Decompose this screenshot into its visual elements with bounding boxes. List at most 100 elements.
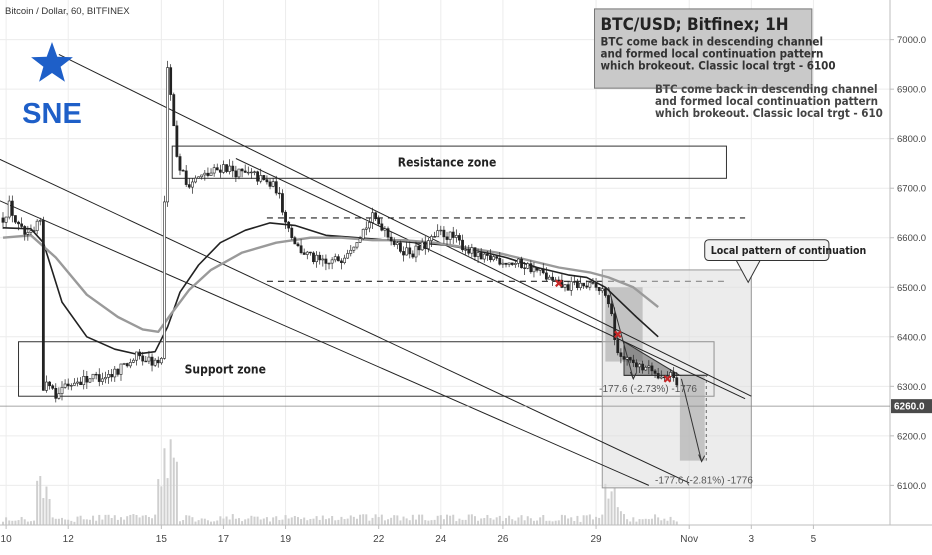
current-price-tag	[891, 399, 932, 414]
volume-bar	[477, 520, 480, 525]
candle-body	[386, 228, 390, 238]
candle-body	[20, 223, 24, 227]
price-tick-label: 6500.0	[897, 283, 926, 294]
candle-body	[85, 376, 89, 383]
volume-bar	[306, 520, 309, 525]
candle-body	[343, 257, 346, 263]
candle-body	[166, 67, 169, 203]
candle-body	[23, 226, 27, 235]
overlay-description-line: and formed local continuation pattern	[655, 94, 878, 108]
time-axis-ticks: 10 12 15 17 19 22 24 26 29 Nov 3 5	[1, 525, 817, 545]
volume-bar	[532, 520, 535, 525]
candle-body	[237, 168, 241, 178]
volume-bar	[216, 520, 219, 525]
volume-bar	[359, 514, 362, 525]
volume-bar	[564, 515, 567, 525]
volume-bar	[517, 517, 520, 525]
volume-bar	[169, 439, 172, 525]
title-description-line: which brokeout. Classic local trgt - 610…	[601, 59, 836, 73]
candle-body	[529, 263, 533, 273]
candle-body	[122, 363, 126, 365]
price-tick-label: 6300.0	[897, 382, 926, 393]
volume-bar	[501, 520, 504, 525]
price-tick-label: 6400.0	[897, 332, 926, 343]
volume-bar	[48, 499, 51, 525]
candle-body	[631, 359, 635, 364]
volume-bar	[147, 516, 150, 525]
volume-bar	[557, 520, 560, 525]
moving-averages	[2, 222, 659, 355]
volume-bar	[253, 516, 256, 525]
candle-body	[377, 218, 381, 225]
candle-body	[10, 200, 14, 216]
volume-bar	[601, 514, 604, 525]
candle-body	[181, 170, 185, 172]
volume-bar	[293, 515, 296, 525]
candle-body	[138, 351, 142, 357]
candle-body	[392, 240, 396, 245]
candle-body	[296, 243, 300, 247]
candle-body	[7, 200, 11, 218]
candle-body	[426, 240, 430, 249]
candle-body	[594, 283, 598, 288]
volume-bar	[508, 515, 511, 525]
candle-body	[299, 245, 303, 254]
volume-bar	[638, 519, 641, 525]
volume-bar	[514, 520, 517, 525]
volume-bar	[349, 515, 352, 525]
candle-body	[650, 365, 654, 372]
volume-bar	[355, 518, 358, 525]
volume-bar	[613, 487, 616, 525]
candle-body	[169, 67, 173, 95]
volume-bar	[551, 521, 554, 525]
volume-bar	[424, 520, 427, 525]
volume-bar	[576, 515, 579, 525]
volume-bar	[483, 518, 486, 525]
volume-bar	[343, 519, 346, 525]
volume-bar	[113, 515, 116, 525]
volume-bar	[82, 519, 85, 525]
candle-body	[538, 268, 542, 271]
volume-bar	[408, 520, 411, 525]
pattern-callout-label: Local pattern of continuation	[711, 245, 867, 257]
arrow-head	[698, 454, 706, 463]
volume-bar	[511, 519, 514, 525]
volume-bar	[340, 516, 343, 525]
volume-bar	[175, 461, 178, 525]
candle-body	[641, 363, 645, 371]
volume-bar	[657, 517, 660, 525]
volume-bar	[328, 518, 331, 525]
candle-body	[94, 373, 98, 376]
volume-bar	[73, 521, 76, 525]
price-tick-label: 6600.0	[897, 233, 926, 244]
volume-bar	[473, 516, 476, 525]
candle-body	[492, 256, 495, 261]
candle-body	[277, 192, 281, 195]
candle-body	[119, 363, 123, 375]
candle-body	[41, 220, 45, 391]
time-tick-label: Nov	[680, 534, 698, 545]
candle-body	[389, 236, 393, 242]
volume-bar	[598, 517, 601, 525]
volume-bar	[157, 479, 160, 525]
volume-bar	[452, 514, 455, 525]
volume-bar	[505, 518, 508, 525]
candle-body	[153, 359, 157, 366]
volume-bar	[455, 521, 458, 525]
x-markers	[555, 279, 672, 383]
volume-bar	[405, 518, 408, 525]
volume-bar	[321, 515, 324, 525]
candle-body	[163, 201, 166, 359]
candle-body	[607, 295, 610, 305]
volume-bar	[554, 520, 557, 525]
candle-body	[107, 374, 110, 378]
volume-bar	[45, 486, 48, 525]
volume-bar	[536, 520, 539, 525]
candle-body	[110, 374, 114, 378]
candle-body	[563, 284, 567, 288]
candle-body	[402, 251, 405, 256]
volume-bar	[160, 486, 163, 525]
time-tick-label: 19	[280, 534, 292, 545]
time-tick-label: 12	[63, 534, 75, 545]
volume-bar	[126, 516, 129, 525]
